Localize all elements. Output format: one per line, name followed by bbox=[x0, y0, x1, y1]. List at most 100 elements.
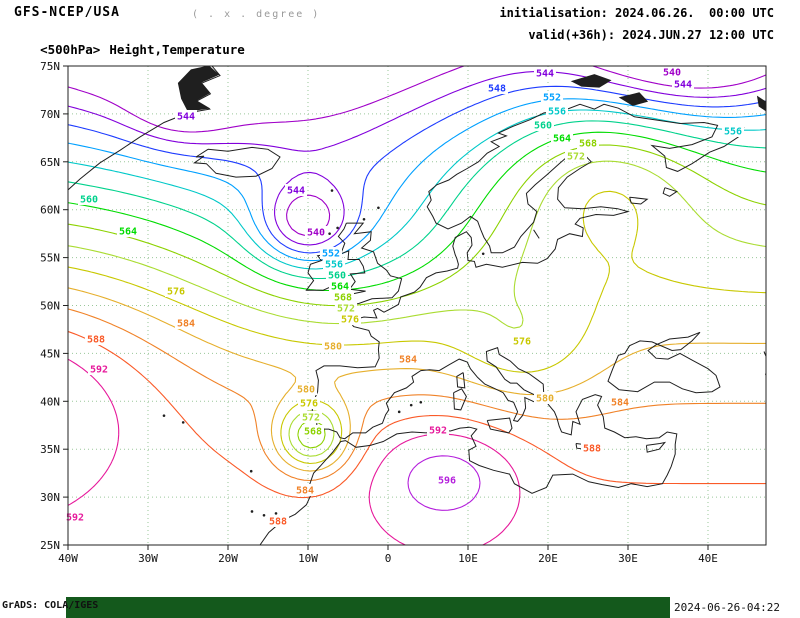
contour-label: 548 bbox=[488, 84, 506, 95]
creation-timestamp: 2024-06-26-04:22 bbox=[674, 601, 780, 614]
contour-584 bbox=[68, 308, 766, 482]
contour-label: 556 bbox=[724, 127, 742, 138]
contour-label: 568 bbox=[579, 139, 597, 150]
contour-label-gap bbox=[298, 397, 320, 409]
island-dot bbox=[181, 421, 185, 424]
contour-label: 592 bbox=[66, 513, 84, 524]
lat-tick-label: 55N bbox=[40, 252, 60, 265]
axis-layer: 40W 30W 20W 10W 0 10E 20E 30E 40E 75N 70N 65N 60N 55N… bbox=[40, 60, 767, 565]
island-dot bbox=[162, 414, 166, 417]
island-dot bbox=[336, 226, 339, 230]
init-time-label: initialisation: 2024.06.26. 00:00 UTC bbox=[499, 6, 774, 20]
contour-label-gap bbox=[511, 335, 533, 347]
contour-label-gap bbox=[295, 383, 317, 395]
contour-560 bbox=[68, 120, 766, 280]
coastline bbox=[607, 331, 721, 394]
contour-label-gap bbox=[88, 363, 110, 375]
contour-580 bbox=[68, 287, 766, 472]
contour-label: 584 bbox=[399, 355, 417, 366]
lon-tick-label: 10W bbox=[298, 552, 318, 565]
contour-label: 560 bbox=[80, 195, 98, 206]
contour-label-gap bbox=[117, 225, 139, 237]
contour-596 bbox=[407, 455, 481, 511]
contour-label: 588 bbox=[583, 444, 601, 455]
contour-label-gap bbox=[532, 119, 554, 131]
lat-tick-label: 35N bbox=[40, 443, 60, 456]
contour-label-gap bbox=[175, 110, 197, 122]
contour-label: 540 bbox=[307, 228, 325, 239]
contour-label: 544 bbox=[287, 186, 305, 197]
island-dot bbox=[419, 400, 423, 404]
contour-label: 540 bbox=[663, 68, 681, 79]
land-fill bbox=[618, 92, 649, 106]
contour-588 bbox=[68, 330, 766, 499]
contour-572 bbox=[68, 160, 766, 457]
contour-label: 572 bbox=[302, 413, 320, 424]
lat-tick-label: 45N bbox=[40, 347, 60, 360]
contour-label-gap bbox=[302, 425, 324, 437]
contour-576 bbox=[68, 190, 766, 465]
contour-layer bbox=[68, 66, 766, 545]
lon-tick-label: 0 bbox=[385, 552, 392, 565]
contour-label: 564 bbox=[331, 282, 349, 293]
contour-label-gap bbox=[305, 226, 327, 238]
contour-label-gap bbox=[427, 424, 449, 436]
lon-tick-label: 30E bbox=[618, 552, 638, 565]
contour-548 bbox=[68, 85, 766, 254]
contour-label-gap bbox=[534, 67, 556, 79]
contour-label-gap bbox=[541, 91, 563, 103]
island-dot bbox=[409, 403, 413, 407]
island-dot bbox=[274, 512, 278, 515]
coastline bbox=[453, 388, 467, 411]
coastline bbox=[259, 103, 745, 545]
land-fill bbox=[756, 95, 766, 112]
contour-544 bbox=[68, 70, 766, 246]
contour-label: 564 bbox=[553, 134, 571, 145]
contour-label-gap bbox=[332, 291, 354, 303]
contour-label-gap bbox=[323, 258, 345, 270]
lon-tick-label: 20E bbox=[538, 552, 558, 565]
island-dot bbox=[249, 469, 253, 473]
contour-label-gap bbox=[534, 392, 556, 404]
contour-592 bbox=[68, 358, 521, 545]
coastline bbox=[456, 372, 466, 389]
contour-label-gap bbox=[581, 442, 603, 454]
param-label: Height,Temperature bbox=[109, 42, 245, 57]
island-dot bbox=[262, 514, 266, 517]
contour-label: 584 bbox=[296, 486, 314, 497]
grads-credit: GrADS: COLA/IGES bbox=[2, 600, 99, 611]
brand-bar bbox=[66, 597, 670, 618]
contour-label-gap bbox=[397, 353, 419, 365]
contour-label-gap bbox=[672, 78, 694, 90]
lat-tick-label: 60N bbox=[40, 204, 60, 217]
contour-label: 576 bbox=[167, 287, 185, 298]
contour-label-gap bbox=[294, 484, 316, 496]
contour-label-gap bbox=[78, 193, 100, 205]
contour-label: 576 bbox=[341, 315, 359, 326]
contour-label: 580 bbox=[297, 385, 315, 396]
lat-tick-label: 65N bbox=[40, 156, 60, 169]
contour-label: 592 bbox=[429, 426, 447, 437]
lon-tick-label: 40E bbox=[698, 552, 718, 565]
lat-tick-label: 40N bbox=[40, 395, 60, 408]
lat-tick-label: 70N bbox=[40, 108, 60, 121]
contour-label: 544 bbox=[674, 80, 692, 91]
lat-tick-label: 25N bbox=[40, 539, 60, 552]
level-label: <500hPa> bbox=[40, 42, 101, 57]
coastline bbox=[645, 441, 667, 453]
level-param-title: <500hPa> Height,Temperature bbox=[10, 27, 254, 72]
contour-label: 556 bbox=[325, 260, 343, 271]
contour-label-gap bbox=[320, 247, 342, 259]
island-dot bbox=[377, 206, 380, 210]
contour-label: 572 bbox=[337, 304, 355, 315]
grid-degree-note: ( . x . degree ) bbox=[192, 9, 321, 20]
lon-tick-label: 20W bbox=[218, 552, 238, 565]
land-fill bbox=[177, 66, 220, 112]
contour-label: 556 bbox=[548, 107, 566, 118]
contour-label-gap bbox=[85, 333, 107, 345]
land-fill bbox=[570, 74, 612, 88]
lon-tick-label: 40W bbox=[58, 552, 78, 565]
contour-label-gap bbox=[322, 340, 344, 352]
